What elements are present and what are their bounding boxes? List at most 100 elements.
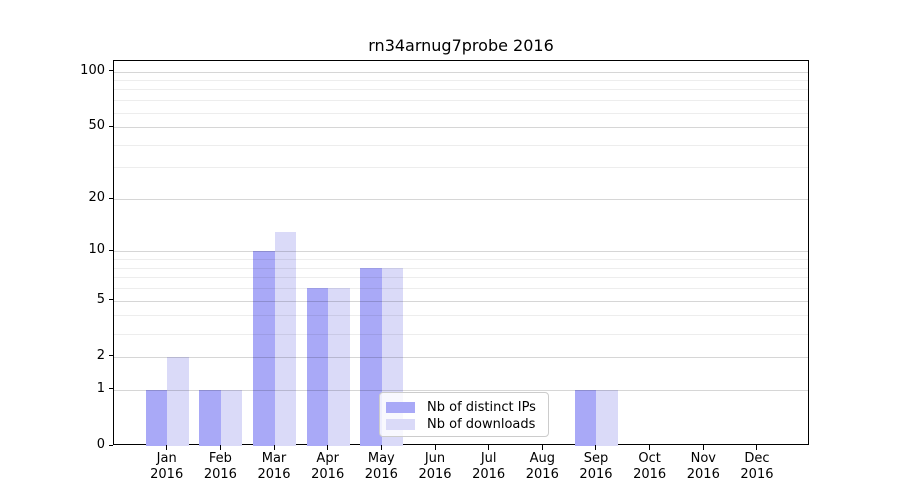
month-label: Aug [529, 451, 555, 466]
minor-gridline [114, 80, 808, 82]
x-axis-tick-label: Dec 2016 [717, 451, 797, 483]
y-axis-tick [109, 299, 113, 301]
month-label: Jun [424, 451, 446, 466]
x-axis-tick-label: Jun 2016 [395, 451, 475, 483]
y-axis-tick [109, 125, 113, 127]
x-axis-tick-label: Apr 2016 [288, 451, 368, 483]
y-axis-tick [109, 355, 113, 357]
major-gridline [114, 356, 808, 358]
y-axis-tick-label: 0 [96, 437, 105, 452]
y-axis-tick [109, 444, 113, 446]
bar-distinct-ips [199, 389, 221, 446]
x-axis-tick-label: Aug 2016 [502, 451, 582, 483]
x-axis-tick [541, 445, 543, 450]
y-axis-tick-label: 1 [96, 380, 105, 396]
month-label: Feb [208, 451, 232, 466]
x-axis-tick-label: Sep 2016 [556, 451, 636, 483]
major-gridline [114, 199, 808, 200]
year-label: 2016 [740, 467, 774, 482]
bar-distinct-ips [574, 389, 597, 446]
x-axis-tick-label: Jan 2016 [127, 451, 207, 483]
x-axis-tick-label: Jul 2016 [449, 451, 529, 483]
y-axis-tick [109, 197, 113, 199]
year-label: 2016 [257, 467, 291, 482]
month-label: Jan [156, 451, 177, 466]
legend: Nb of distinct IPs Nb of downloads [379, 392, 549, 437]
x-axis-tick [219, 445, 221, 450]
month-label: Dec [744, 451, 770, 466]
minor-gridline [114, 259, 808, 261]
major-gridline [114, 389, 808, 391]
x-axis-tick [488, 445, 490, 450]
legend-label: Nb of downloads [427, 416, 536, 432]
year-label: 2016 [364, 467, 398, 482]
year-label: 2016 [686, 467, 720, 482]
minor-gridline [114, 288, 808, 290]
month-label: Jul [480, 451, 497, 466]
y-axis-tick [109, 249, 113, 251]
month-label: Oct [638, 451, 661, 466]
plot-area: Nb of distinct IPs Nb of downloads [113, 60, 809, 446]
bar-distinct-ips [360, 267, 382, 446]
y-axis-tick-label: 50 [88, 118, 105, 134]
y-axis-tick-label: 2 [96, 347, 105, 363]
x-axis-tick [595, 445, 597, 450]
month-label: Nov [690, 451, 716, 466]
bar-downloads [220, 389, 243, 446]
x-axis-tick [273, 445, 275, 450]
x-axis-tick [756, 445, 758, 450]
major-gridline [114, 251, 808, 253]
x-axis-tick-label: Mar 2016 [234, 451, 314, 483]
month-label: Sep [583, 451, 609, 466]
y-axis-tick-label: 100 [80, 62, 105, 78]
minor-gridline [114, 315, 808, 317]
x-axis-tick-label: Feb 2016 [180, 451, 260, 483]
year-label: 2016 [525, 467, 559, 482]
x-axis-tick [380, 445, 382, 450]
x-axis-tick-label: Nov 2016 [663, 451, 743, 483]
year-label: 2016 [633, 467, 667, 482]
major-gridline [114, 300, 808, 302]
month-label: Mar [261, 451, 287, 466]
bar-distinct-ips [306, 288, 329, 446]
year-label: 2016 [203, 467, 237, 482]
y-axis-tick [109, 70, 113, 72]
x-axis-tick-label: Oct 2016 [610, 451, 690, 483]
bar-downloads [596, 389, 618, 446]
minor-gridline [114, 267, 808, 269]
year-label: 2016 [579, 467, 613, 482]
x-axis-tick-label: May 2016 [341, 451, 421, 483]
minor-gridline [114, 277, 808, 279]
x-axis-tick [649, 445, 651, 450]
minor-gridline [114, 167, 808, 169]
y-axis-tick-label: 10 [88, 242, 105, 258]
bar-downloads [167, 356, 189, 446]
year-label: 2016 [418, 467, 452, 482]
x-axis-tick [434, 445, 436, 450]
chart-title: rn34arnug7probe 2016 [368, 36, 554, 55]
minor-gridline [114, 112, 808, 114]
bar-distinct-ips [253, 251, 275, 446]
bar-distinct-ips [145, 389, 168, 446]
year-label: 2016 [150, 467, 184, 482]
legend-swatch [386, 418, 415, 430]
minor-gridline [114, 89, 808, 91]
major-gridline [114, 127, 808, 129]
legend-label: Nb of distinct IPs [427, 399, 536, 415]
month-label: May [367, 451, 395, 466]
minor-gridline [114, 144, 808, 146]
month-label: Apr [316, 451, 339, 466]
bar-downloads [274, 231, 297, 446]
minor-gridline [114, 100, 808, 102]
bar-downloads [328, 288, 350, 446]
legend-item: Nb of downloads [386, 416, 542, 432]
legend-item: Nb of distinct IPs [386, 399, 542, 415]
x-axis-tick [702, 445, 704, 450]
x-axis-tick [166, 445, 168, 450]
minor-gridline [114, 333, 808, 335]
major-gridline [114, 71, 808, 73]
year-label: 2016 [311, 467, 345, 482]
y-axis-tick-label: 5 [96, 291, 105, 307]
y-axis-tick-label: 20 [88, 190, 105, 205]
